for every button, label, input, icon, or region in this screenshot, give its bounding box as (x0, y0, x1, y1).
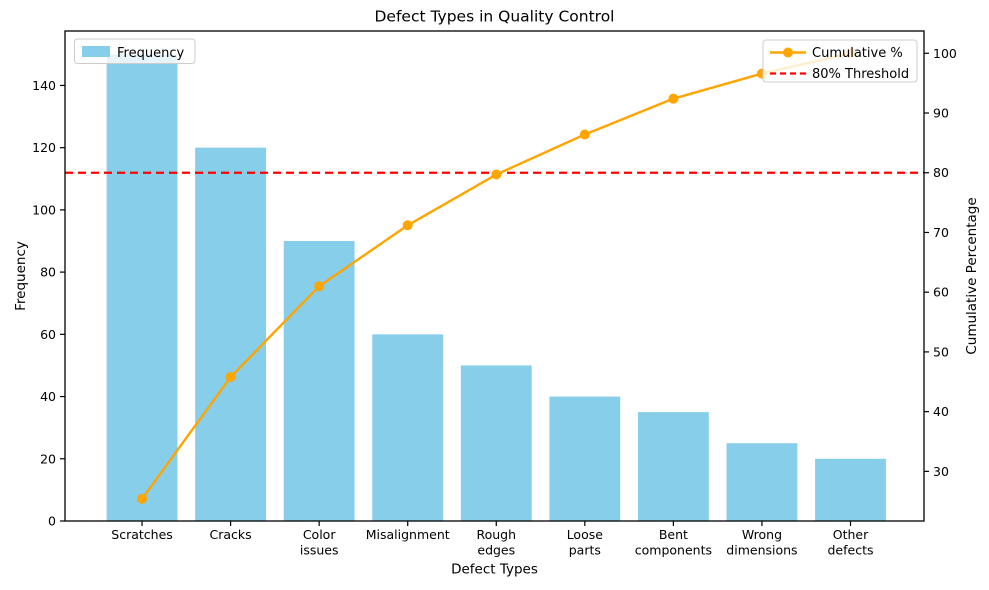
chart-title: Defect Types in Quality Control (375, 8, 615, 26)
cumulative-marker-0 (137, 493, 148, 504)
x-tick-label-4: Rough edges (476, 527, 516, 558)
x-axis-label: Defect Types (451, 562, 538, 578)
legend-left-box (74, 38, 196, 64)
cumulative-marker-5 (579, 129, 590, 140)
y-left-axis-label: Frequency (13, 241, 29, 311)
y-right-tick-label: 30 (933, 464, 949, 479)
y-right-tick-label: 60 (933, 285, 949, 300)
bar-4 (460, 365, 532, 521)
y-right-tick-label: 40 (933, 404, 949, 419)
y-right-tick-label: 50 (933, 344, 949, 359)
y-right-axis-label: Cumulative Percentage (964, 197, 980, 354)
bar-5 (549, 396, 621, 521)
bar-0 (106, 54, 178, 521)
y-left-tick-label: 80 (40, 265, 56, 280)
cumulative-marker-2 (314, 281, 325, 292)
y-left-tick-label: 140 (32, 78, 56, 93)
bar-8 (815, 458, 886, 521)
y-left-tick-label: 20 (40, 451, 56, 466)
x-tick-label-1: Cracks (210, 527, 252, 542)
bar-6 (637, 412, 709, 521)
y-left-tick-label: 0 (48, 514, 56, 529)
y-right-tick-label: 80 (933, 165, 949, 180)
bar-7 (726, 443, 798, 521)
cumulative-marker-6 (668, 93, 679, 104)
cumulative-marker-4 (491, 169, 502, 180)
y-left-tick-label: 40 (40, 389, 56, 404)
x-tick-label-7: Wrong dimensions (726, 527, 797, 558)
y-right-tick-label: 90 (933, 106, 949, 121)
bar-3 (372, 334, 444, 521)
y-right-tick-label: 100 (933, 46, 957, 61)
cumulative-marker-3 (402, 220, 413, 231)
plot-frame (64, 30, 925, 522)
legend-cumulative-label: Cumulative % (812, 46, 903, 61)
x-tick-label-8: Other defects (827, 527, 873, 558)
x-tick-label-5: Loose parts (567, 527, 604, 558)
cumulative-marker-1 (225, 371, 236, 382)
legend-frequency-label: Frequency (117, 46, 184, 61)
x-tick-label-0: Scratches (111, 527, 173, 542)
y-left-tick-label: 100 (32, 202, 56, 217)
y-left-tick-label: 120 (32, 140, 56, 155)
y-right-tick-label: 70 (933, 225, 949, 240)
legend-cumulative-marker (783, 47, 793, 58)
legend-threshold-label: 80% Threshold (812, 67, 909, 82)
legend-frequency-swatch (82, 46, 110, 57)
x-tick-label-6: Bent components (635, 527, 712, 558)
y-left-tick-label: 60 (40, 327, 56, 342)
x-tick-label-3: Misalignment (366, 527, 450, 542)
bar-1 (195, 147, 267, 521)
legend-right-box (762, 39, 918, 83)
x-tick-label-2: Color issues (300, 527, 339, 558)
